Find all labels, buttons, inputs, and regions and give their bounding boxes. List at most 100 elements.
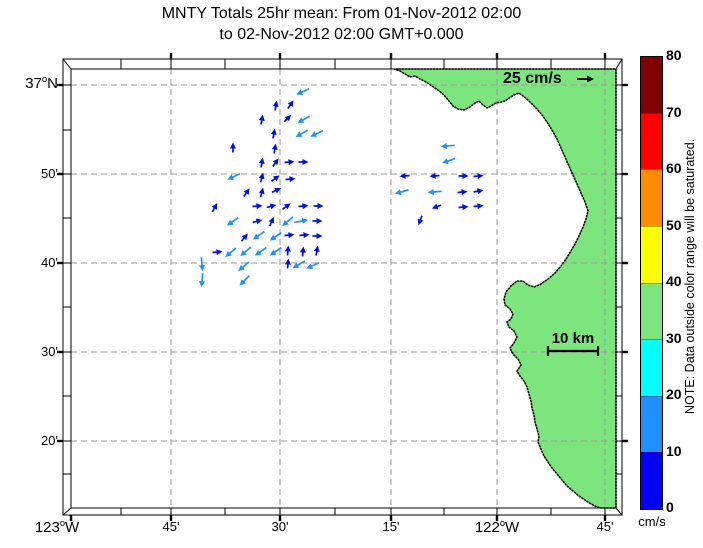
current-vector (299, 232, 310, 239)
colorbar-tick-label: 20 (666, 386, 682, 402)
current-vector (473, 173, 484, 180)
colorbar-tick-label: 80 (666, 47, 682, 63)
current-vector (230, 142, 236, 153)
current-vector (287, 100, 294, 109)
reference-vector-label: 25 cm/s (503, 70, 562, 87)
current-vector (440, 143, 455, 150)
colorbar-tick-label: 60 (666, 160, 682, 176)
current-vector (297, 115, 311, 124)
colorbar-segment (641, 57, 662, 113)
plot-border-outer (62, 58, 623, 516)
current-vector (285, 176, 296, 183)
colorbar-tick-label: 0 (666, 499, 674, 515)
current-vector (457, 189, 468, 196)
current-vector (240, 246, 252, 257)
current-vector (296, 87, 310, 95)
current-vector (399, 172, 410, 179)
current-vector (295, 129, 309, 138)
current-vector (254, 246, 267, 256)
current-vectors (198, 87, 484, 288)
current-vector (282, 216, 294, 227)
y-tick-label: 30' (41, 344, 58, 359)
current-vector (252, 218, 263, 225)
coastline (393, 68, 617, 509)
x-tick-label: 123oW (34, 518, 80, 536)
reference-vector-arrow (577, 75, 594, 83)
current-vector (298, 203, 309, 210)
scale-bar-label: 10 km (551, 330, 595, 347)
current-vector (226, 216, 239, 226)
current-vector (252, 203, 263, 210)
current-vector (238, 261, 250, 272)
current-vector (240, 233, 248, 242)
current-vector (258, 114, 265, 125)
scale-bar (546, 346, 600, 356)
current-vector (252, 230, 265, 240)
x-tick-label: 45' (596, 519, 614, 534)
current-vector (294, 217, 309, 224)
y-tick-label: 40' (41, 255, 58, 270)
chart-title: MNTY Totals 25hr mean: From 01-Nov-2012 … (63, 3, 620, 45)
colorbar-tick-label: 70 (666, 103, 682, 120)
current-vector (284, 232, 295, 239)
current-vector (429, 172, 440, 179)
current-vector (458, 173, 469, 179)
current-vector (268, 216, 275, 227)
current-vector (394, 189, 409, 195)
current-vector (212, 249, 223, 256)
current-vector (199, 257, 206, 272)
current-vector (299, 246, 306, 257)
current-vector (225, 247, 237, 258)
current-vector (292, 260, 306, 269)
colorbar-note: NOTE: Data outside color range will be s… (683, 138, 697, 414)
colorbar-tick-label: 40 (666, 273, 682, 289)
current-vector (417, 215, 424, 226)
y-tick-label: 37oN (25, 74, 58, 92)
current-vector (271, 175, 280, 182)
current-vector (473, 188, 484, 195)
plot-border-inner (70, 68, 617, 509)
current-vector (271, 187, 282, 194)
current-vector (312, 218, 323, 224)
current-vector (310, 129, 324, 137)
current-vector (258, 187, 265, 198)
colorbar-segment (641, 395, 662, 453)
colorbar-segment (641, 225, 662, 283)
graticule (71, 69, 616, 508)
colorbar-segment (641, 339, 662, 396)
current-vector (243, 188, 250, 197)
current-vector (313, 203, 324, 209)
y-tick-label: 50' (41, 166, 58, 181)
chart-title-line2: to 02-Nov-2012 02:00 GMT+0.000 (219, 26, 464, 43)
current-vector (458, 204, 469, 211)
x-tick-label: 15' (382, 519, 400, 534)
colorbar-segment (641, 452, 662, 509)
y-tick-label: 20' (41, 433, 58, 448)
current-vector (282, 203, 291, 210)
current-vector (298, 159, 309, 165)
current-vector (258, 172, 265, 183)
colorbar-tick-label: 50 (666, 216, 682, 233)
current-vector (306, 261, 320, 269)
current-vector (283, 114, 292, 123)
colorbar-tick-label: 30 (666, 329, 682, 346)
current-vector (270, 128, 277, 139)
current-vector (269, 231, 282, 241)
current-vector (272, 100, 279, 111)
current-vector (227, 172, 241, 180)
current-vector (313, 245, 320, 256)
chart-title-line1: MNTY Totals 25hr mean: From 01-Nov-2012 … (161, 5, 522, 22)
colorbar-segment (641, 282, 662, 340)
current-vector (473, 203, 484, 210)
current-vector (284, 245, 291, 256)
axis-ticks (57, 53, 628, 521)
current-vector (271, 143, 278, 154)
current-vector (258, 157, 265, 168)
x-tick-label: 122oW (474, 518, 520, 536)
map-frame (62, 58, 623, 516)
current-vector (272, 158, 279, 167)
current-vector (266, 203, 277, 210)
colorbar-units-label: cm/s (638, 514, 666, 529)
